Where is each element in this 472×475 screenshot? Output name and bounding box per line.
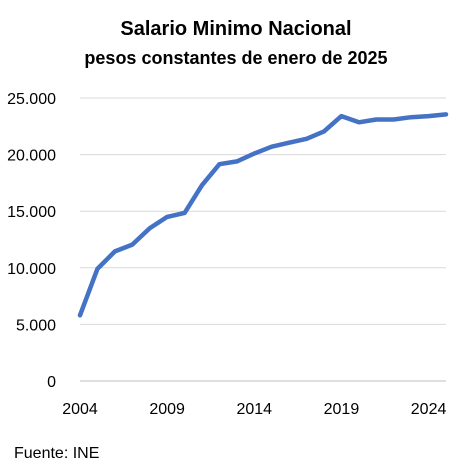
y-tick-label: 25.000	[7, 91, 56, 108]
x-tick-label: 2014	[236, 401, 272, 418]
y-tick-label: 0	[47, 374, 56, 391]
source-note: Fuente: INE	[14, 445, 100, 462]
x-tick-label: 2004	[62, 401, 98, 418]
y-tick-label: 10.000	[7, 261, 56, 278]
y-tick-label: 20.000	[7, 148, 56, 165]
x-axis-ticks: 2004 2009 2014 2019 2024	[62, 401, 446, 418]
x-tick-label: 2009	[149, 401, 185, 418]
y-tick-label: 15.000	[7, 204, 56, 221]
x-tick-label: 2019	[324, 401, 360, 418]
chart-title: Salario Minimo Nacional	[120, 18, 352, 40]
x-tick-label: 2024	[411, 401, 447, 418]
y-tick-label: 5.000	[16, 317, 56, 334]
series-layer	[77, 112, 449, 318]
y-axis-ticks: 0 5.000 10.000 15.000 20.000 25.000	[7, 91, 56, 391]
chart-subtitle: pesos constantes de enero de 2025	[84, 48, 388, 68]
series-line	[77, 112, 449, 318]
gridlines	[80, 97, 446, 325]
